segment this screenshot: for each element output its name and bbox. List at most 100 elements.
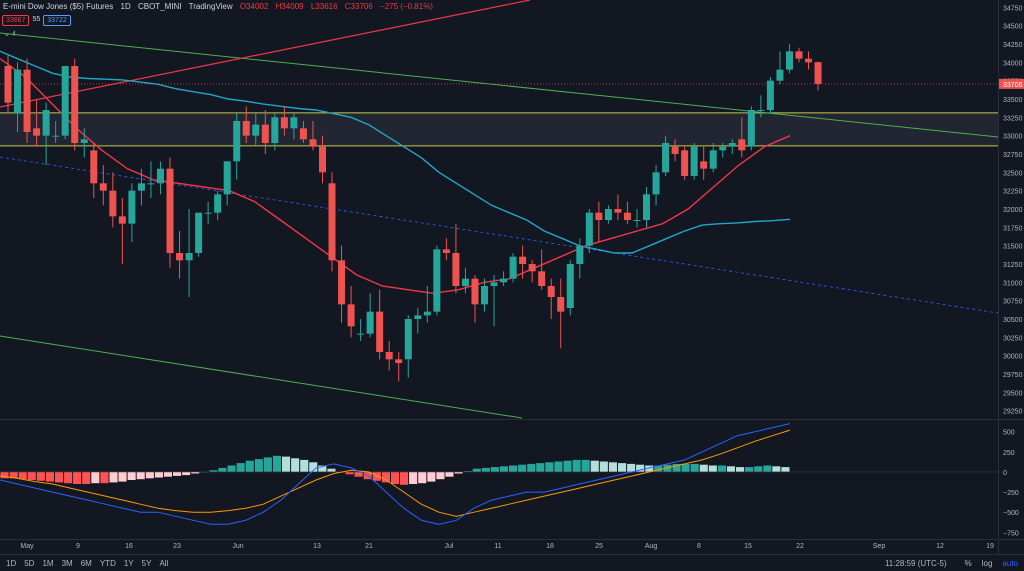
time-tick-label: 8 [697,543,701,550]
candle-body [252,124,260,136]
candle [452,223,460,294]
candle-body [709,150,717,169]
candle-body [185,253,193,261]
macd-bar [191,471,200,474]
price-tick-label: 30750 [1003,299,1023,306]
current-price-box [999,78,1024,89]
time-tick-label: 18 [546,543,554,550]
candle [404,315,412,378]
candle [156,161,164,195]
range-button-1m[interactable]: 1M [42,559,54,568]
candle [176,231,184,279]
candle [643,187,651,228]
price-tick-label: 30250 [1003,335,1023,342]
candle [261,110,269,154]
range-buttons: 1D 5D 1M 3M 6M YTD 1Y 5Y All [6,559,168,568]
price-tick-label: 31250 [1003,262,1023,269]
candle [128,183,136,242]
macd-bar [381,471,390,483]
candle-body [71,66,79,143]
candle [252,113,260,147]
candle-body [166,168,174,253]
log-toggle[interactable]: log [981,559,993,568]
macd-bar [254,459,263,472]
macd-bar [518,464,527,472]
candle [109,172,117,228]
candle [338,245,346,323]
auto-toggle[interactable]: auto [1002,559,1018,568]
macd-bar [463,471,472,472]
range-button-5d[interactable]: 5D [24,559,35,568]
candle [652,165,660,206]
trade-badges: 33667 55 33722 [2,15,71,26]
macd-bar [209,470,218,472]
price-tick-label: 30000 [1003,354,1023,361]
interval[interactable]: 1D [120,2,131,11]
macd-bar [781,467,790,472]
macd-bar [27,471,36,480]
price-axis: 3475034500342503400033750335003325033000… [1003,5,1023,415]
macd-bar [263,457,272,472]
candle [242,106,250,143]
macd-bar [136,471,145,480]
candle [99,165,107,206]
range-button-1y[interactable]: 1Y [123,559,134,568]
candle-body [52,135,60,137]
range-button-all[interactable]: All [159,559,169,568]
macd-bar [73,471,82,484]
range-button-6m[interactable]: 6M [80,559,92,568]
symbol-name[interactable]: E-mini Dow Jones ($5) Futures [3,2,114,11]
macd-tick-label: 500 [1003,430,1015,437]
macd-bar [372,471,381,481]
candle [71,58,79,151]
range-button-1d[interactable]: 1D [6,559,17,568]
price-tick-label: 33000 [1003,134,1023,141]
candle [204,201,212,224]
macd-bar [163,471,172,477]
candle [14,62,22,132]
candle-body [328,183,336,261]
macd-bar [536,463,545,472]
candle [137,168,145,206]
candle-body [271,117,279,143]
candle-body [357,333,365,335]
time-tick-label: Jul [445,543,454,550]
macd-bar [272,455,281,472]
candle [700,146,708,180]
macd-bar [763,465,772,472]
range-button-3m[interactable]: 3M [61,559,73,568]
candle [728,139,736,154]
time-tick-label: Sep [873,543,886,550]
candlestick-chart[interactable]: 3475034500342503400033750335003325033000… [0,0,1024,554]
macd-bar [690,463,699,472]
macd-bar [527,463,536,472]
macd-bar [736,467,745,472]
candle [785,44,793,74]
buy-badge[interactable]: 33722 [43,15,71,26]
macd-bar [9,471,18,479]
time-tick-label: Jun [232,543,243,550]
candle [414,308,422,334]
price-tick-label: 29500 [1003,390,1023,397]
candle [347,286,355,338]
range-button-5y[interactable]: 5Y [141,559,152,568]
price-tick-label: 29750 [1003,372,1023,379]
macd-bar [100,471,109,484]
macd-bar [400,471,409,485]
candle-body [604,209,612,220]
range-button-ytd[interactable]: YTD [99,559,116,568]
candle [795,47,803,63]
candle [328,172,336,272]
macd-bar [236,463,245,472]
source: TradingView [188,2,233,11]
candle [214,190,222,220]
macd-tick-label: 250 [1003,450,1015,457]
candle-body [99,183,107,191]
percent-toggle[interactable]: % [964,559,972,568]
time-tick-label: 19 [986,543,994,550]
time-tick-label: 11 [494,543,501,550]
macd-bar [454,471,463,474]
macd-bar [345,471,354,475]
sell-badge[interactable]: 33667 [2,15,30,26]
candle [357,319,365,341]
